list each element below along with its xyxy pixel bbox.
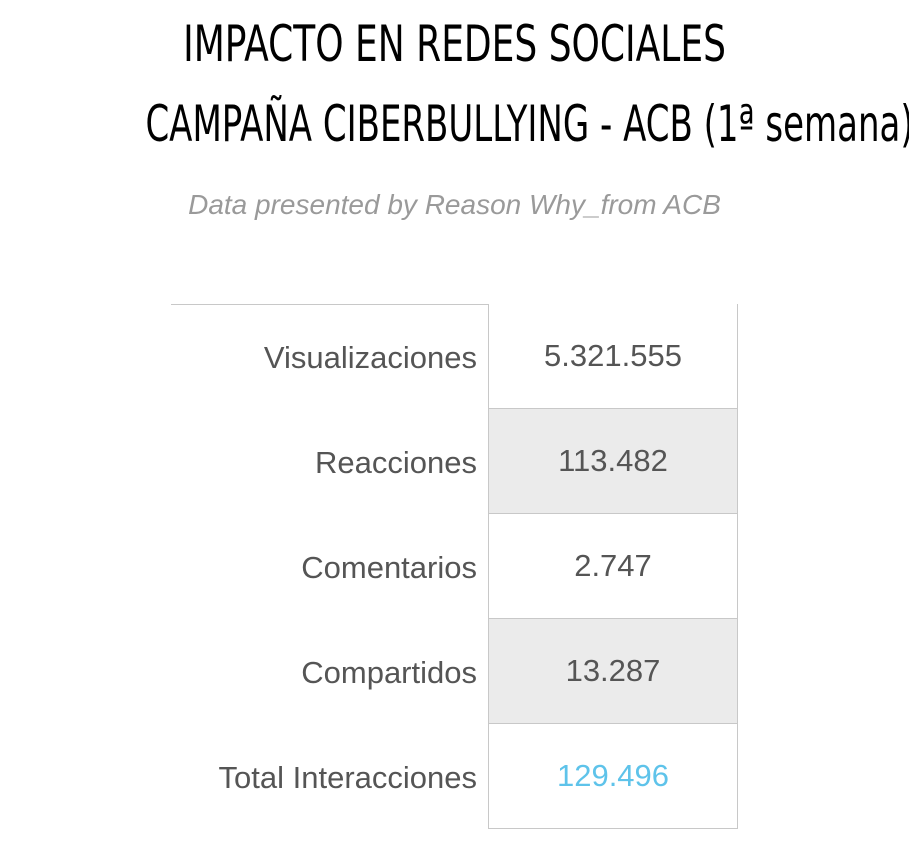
row-value: 2.747 (488, 514, 738, 619)
table-row-reacciones: Reacciones 113.482 (171, 409, 738, 514)
row-value-highlight: 129.496 (488, 724, 738, 829)
chart-subtitle: Data presented by Reason Why_from ACB (188, 189, 721, 220)
table-row-total-interacciones: Total Interacciones 129.496 (171, 724, 738, 829)
row-value: 113.482 (488, 409, 738, 514)
row-label: Compartidos (301, 655, 477, 690)
row-label: Reacciones (315, 445, 477, 480)
chart-title-line-1: IMPACTO EN REDES SOCIALES (183, 15, 726, 73)
table-row-visualizaciones: Visualizaciones 5.321.555 (171, 304, 738, 409)
row-value: 5.321.555 (488, 304, 738, 409)
row-label: Visualizaciones (263, 340, 477, 375)
row-label: Total Interacciones (218, 760, 477, 795)
table-row-comentarios: Comentarios 2.747 (171, 514, 738, 619)
chart-title-line-2: CAMPAÑA CIBERBULLYING - ACB (1ª semana) (145, 95, 909, 153)
row-value: 13.287 (488, 619, 738, 724)
row-label: Comentarios (301, 550, 477, 585)
table-row-compartidos: Compartidos 13.287 (171, 619, 738, 724)
table-top-border (171, 304, 737, 305)
